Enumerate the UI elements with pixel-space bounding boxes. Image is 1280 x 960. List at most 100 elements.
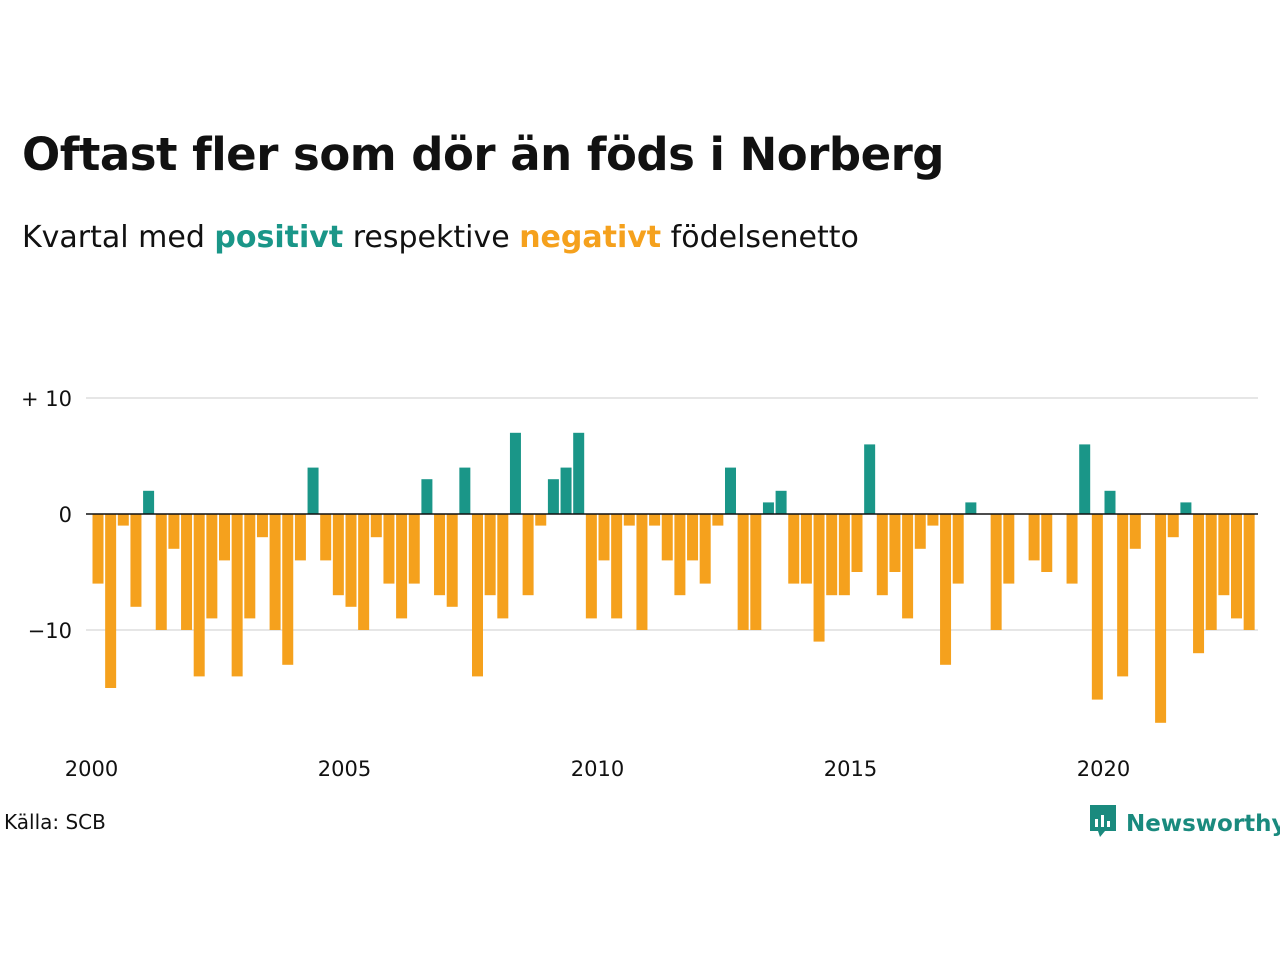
bar-negative (661, 514, 673, 561)
subtitle-text-before: Kvartal med (22, 220, 215, 255)
bar-negative (269, 514, 281, 630)
bar-negative (1129, 514, 1141, 549)
bar-negative (737, 514, 749, 630)
bar-negative (117, 514, 129, 526)
bar-positive (509, 432, 521, 514)
bar-positive (573, 432, 585, 514)
bar-negative (497, 514, 509, 619)
bar-negative (990, 514, 1002, 630)
subtitle-negative-label: negativt (519, 220, 662, 255)
subtitle-text-after: födelsenetto (661, 220, 859, 255)
bar-negative (1205, 514, 1217, 630)
y-tick-label: + 10 (21, 387, 72, 411)
y-tick-label: 0 (59, 503, 72, 527)
bar-negative (358, 514, 370, 630)
bar-negative (876, 514, 888, 596)
bar-negative (294, 514, 306, 561)
bar-negative (408, 514, 420, 584)
bar-negative (244, 514, 256, 619)
bar-negative (1243, 514, 1255, 630)
bar-negative (1193, 514, 1205, 654)
bar-negative (484, 514, 496, 596)
bar-negative (231, 514, 243, 677)
x-tick-label: 2010 (571, 757, 624, 781)
bar-negative (282, 514, 294, 665)
bar-negative (256, 514, 268, 538)
bar-negative (396, 514, 408, 619)
bar-positive (1180, 502, 1192, 514)
bar-negative (674, 514, 686, 596)
bar-negative (130, 514, 142, 607)
bar-negative (434, 514, 446, 596)
brand-logo[interactable]: Newsworthy (1088, 803, 1280, 845)
chart-title: Oftast fler som dör än föds i Norberg (22, 128, 945, 181)
bar-positive (560, 467, 572, 514)
bar-negative (687, 514, 699, 561)
bar-negative (611, 514, 623, 619)
bar-negative (623, 514, 635, 526)
bar-negative (598, 514, 610, 561)
bar-negative (446, 514, 458, 607)
bar-negative (1167, 514, 1179, 538)
bar-negative (1218, 514, 1230, 596)
bar-negative (1117, 514, 1129, 677)
bar-positive (143, 490, 155, 514)
bar-negative (535, 514, 547, 526)
bar-positive (965, 502, 977, 514)
x-tick-label: 2015 (824, 757, 877, 781)
bar-negative (181, 514, 193, 630)
bar-negative (1091, 514, 1103, 700)
bar-positive (725, 467, 736, 514)
x-tick-label: 2000 (65, 757, 118, 781)
bar-negative (813, 514, 825, 642)
bar-negative (370, 514, 382, 538)
bar-negative (1003, 514, 1015, 584)
bar-positive (1104, 490, 1116, 514)
bar-negative (927, 514, 939, 526)
bar-negative (320, 514, 332, 561)
bar-positive (459, 467, 471, 514)
bar-positive (775, 490, 787, 514)
bar-negative (788, 514, 800, 584)
bar-negative (383, 514, 395, 584)
bar-negative (585, 514, 597, 619)
bar-positive (547, 479, 559, 514)
bar-negative (902, 514, 914, 619)
bar-negative (345, 514, 357, 607)
bar-negative (522, 514, 534, 596)
bar-negative (851, 514, 863, 572)
bar-negative (1155, 514, 1167, 723)
newsworthy-logo-icon (1088, 803, 1118, 845)
x-tick-label: 2020 (1077, 757, 1130, 781)
x-tick-label: 2005 (318, 757, 371, 781)
bar-positive (1079, 444, 1091, 514)
bar-negative (1041, 514, 1053, 572)
bar-negative (826, 514, 838, 596)
bar-negative (636, 514, 648, 630)
bar-negative (1066, 514, 1078, 584)
subtitle-positive-label: positivt (214, 220, 344, 255)
brand-name: Newsworthy (1126, 811, 1280, 837)
bar-negative (105, 514, 117, 688)
bar-negative (92, 514, 104, 584)
bar-negative (168, 514, 180, 549)
bar-negative (914, 514, 926, 549)
bar-positive (307, 467, 319, 514)
source-note: Källa: SCB (4, 810, 106, 834)
bar-negative (889, 514, 901, 572)
bar-negative (838, 514, 850, 596)
bar-positive (864, 444, 876, 514)
bar-negative (332, 514, 344, 596)
bar-negative (699, 514, 711, 584)
subtitle-text-middle: respektive (343, 220, 520, 255)
bar-negative (800, 514, 812, 584)
bar-positive (421, 479, 433, 514)
bar-negative (219, 514, 230, 561)
bar-chart: + 10 0 −10 2000 2005 2010 2015 2020 (21, 387, 1258, 781)
bar-negative (750, 514, 762, 630)
y-tick-label: −10 (28, 619, 72, 643)
bar-negative (155, 514, 167, 630)
bar-negative (952, 514, 964, 584)
bar-negative (712, 514, 724, 526)
bar-negative (1028, 514, 1040, 561)
